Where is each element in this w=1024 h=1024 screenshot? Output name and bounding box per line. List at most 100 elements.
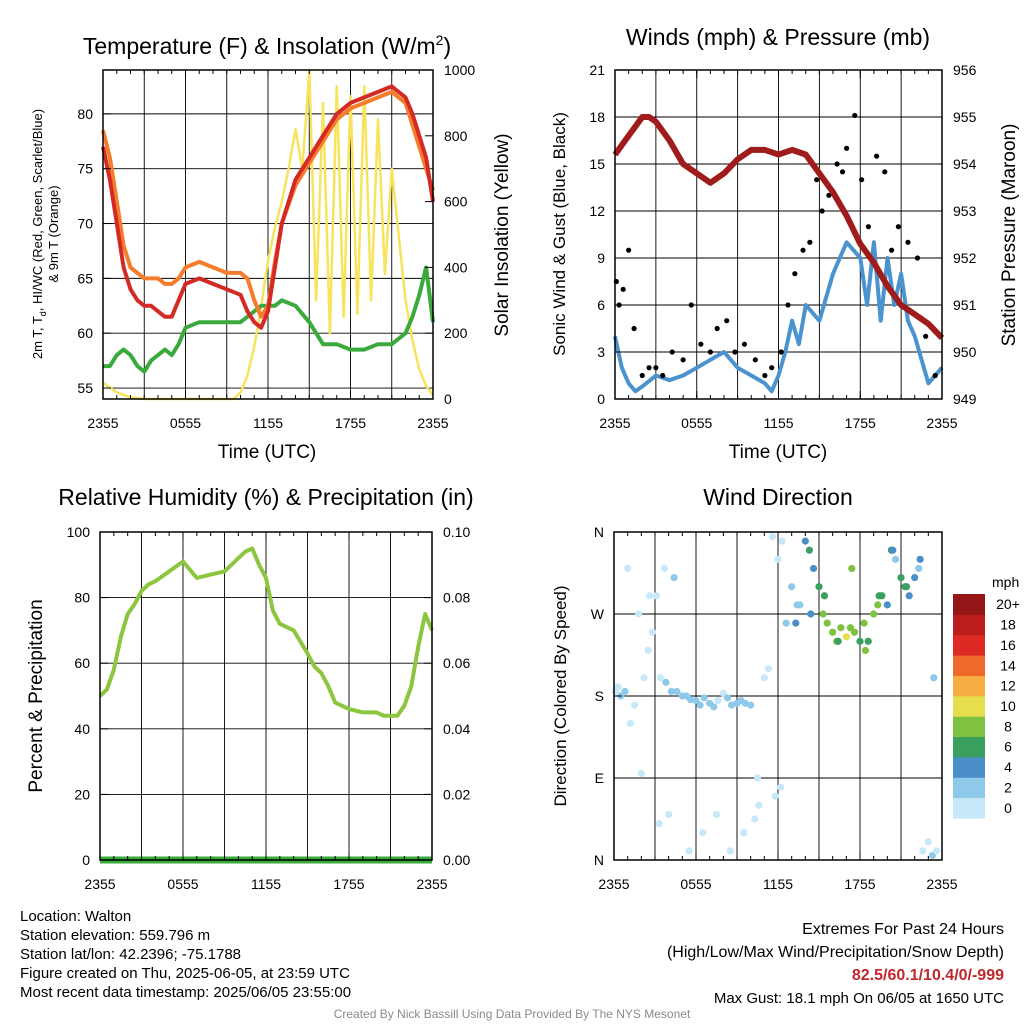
y-tick-label: 60 [77,325,93,341]
direction-point [723,694,732,702]
temperature-x-label: Time (UTC) [218,442,317,463]
temperature-panel: Temperature (F) & Insolation (W/m2) 2355… [30,32,513,463]
x-tick-label: 2355 [84,876,115,892]
direction-point [652,592,660,600]
direction-point [740,829,748,837]
y2-tick-label: 200 [444,325,468,341]
direction-point [777,783,785,791]
max-gust: Max Gust: 18.1 mph On 06/05 at 1650 UTC [713,990,1004,1007]
gust-point [905,239,911,245]
winds-x-label: Time (UTC) [729,442,828,463]
y-tick-label: 65 [77,270,93,286]
direction-point [630,701,639,709]
series-line-9m-t [101,89,435,319]
credit-line: Created By Nick Bassill Using Data Provi… [333,1007,691,1021]
y2-tick-label: 600 [444,194,468,210]
direction-point [626,719,635,727]
direction-point [699,829,707,837]
colorbar-label: 18 [1000,617,1016,633]
y2-tick-label: 800 [444,128,468,144]
gust-point [819,208,825,214]
direction-point [842,633,850,641]
direction-point [644,646,652,655]
y-tick-label: 20 [74,786,90,802]
y-tick-label: 40 [74,721,90,737]
colorbar-swatch [953,634,985,656]
gust-point [874,153,880,159]
y-tick-label: 100 [67,524,91,540]
gust-point [769,365,775,371]
y2-tick-label: 952 [953,250,977,266]
extremes-subtitle: (High/Low/Max Wind/Precipitation/Snow De… [666,944,1004,961]
gust-point [646,365,652,371]
x-tick-label: 1755 [845,415,876,431]
solar-y-label: Solar Insolation (Yellow) [492,133,513,336]
temperature-y-label: 2m T, Td, HI/WC (Red, Green, Scarlet/Blu… [30,109,48,359]
gust-point [785,302,791,308]
direction-point [823,619,831,627]
y2-tick-label: 0.08 [443,590,470,606]
recent-timestamp: Most recent data timestamp: 2025/06/05 2… [20,984,352,1001]
y2-tick-label: 0.00 [443,852,470,868]
gust-point [688,302,694,308]
y2-tick-label: 956 [953,62,977,78]
gust-point [800,247,806,253]
colorbar-swatch [953,675,985,697]
direction-point [809,564,818,573]
direction-point [924,838,932,846]
direction-point [889,546,897,554]
extremes-values: 82.5/60.1/10.4/0/-999 [851,967,1004,984]
y-tick-label: 6 [597,297,605,313]
gust-point [660,372,666,379]
series-line-2m-t [101,84,435,330]
direction-point [820,592,829,600]
y-tick-label: E [595,770,604,786]
gust-point [839,169,846,175]
y-tick-label: 0 [82,852,90,868]
colorbar-label: 2 [1004,779,1012,795]
direction-point [640,674,648,682]
direction-point [660,564,669,573]
colorbar-label: 16 [1000,637,1016,653]
gust-point [653,365,659,371]
y-tick-label: 80 [74,590,90,606]
y-tick-label: 9 [597,250,605,266]
colorbar-swatch [953,695,985,717]
station-info: Location: Walton Station elevation: 559.… [20,907,351,1002]
colorbar-swatch [953,756,985,778]
direction-point [807,610,815,618]
x-tick-label: 2355 [926,415,957,431]
station-latlon: Station lat/lon: 42.2396; -75.1788 [20,946,242,963]
gust-point [792,271,798,277]
x-tick-label: 1155 [253,415,283,431]
humidity-y-label: Percent & Precipitation [26,599,47,792]
y-tick-label: N [594,852,604,868]
direction-point [621,687,629,696]
extremes-title: Extremes For Past 24 Hours [802,921,1004,938]
direction-point [645,592,654,600]
y2-tick-label: 1000 [444,62,475,78]
colorbar-label: 4 [1004,759,1012,775]
direction-point [848,564,856,573]
direction-point [662,678,670,686]
colorbar-swatch [953,655,985,676]
y2-tick-label: 954 [953,156,977,172]
wind-direction-y-label: Direction (Colored By Speed) [551,585,570,806]
colorbar-label: 10 [1000,698,1016,714]
x-tick-label: 2355 [87,415,118,431]
direction-point [648,628,656,636]
y-tick-label: 80 [77,106,93,122]
gust-point [895,224,902,230]
x-tick-label: 1755 [335,415,366,431]
gust-point [923,333,929,339]
direction-point [850,628,859,636]
gust-point [852,112,858,119]
gust-point [865,224,872,230]
y-tick-label: 75 [77,161,93,177]
humidity-panel-title: Relative Humidity (%) & Precipitation (i… [58,484,473,510]
colorbar-label: 6 [1004,739,1012,755]
direction-point [771,792,779,800]
gust-point [698,341,704,347]
y2-tick-label: 0 [444,391,452,407]
